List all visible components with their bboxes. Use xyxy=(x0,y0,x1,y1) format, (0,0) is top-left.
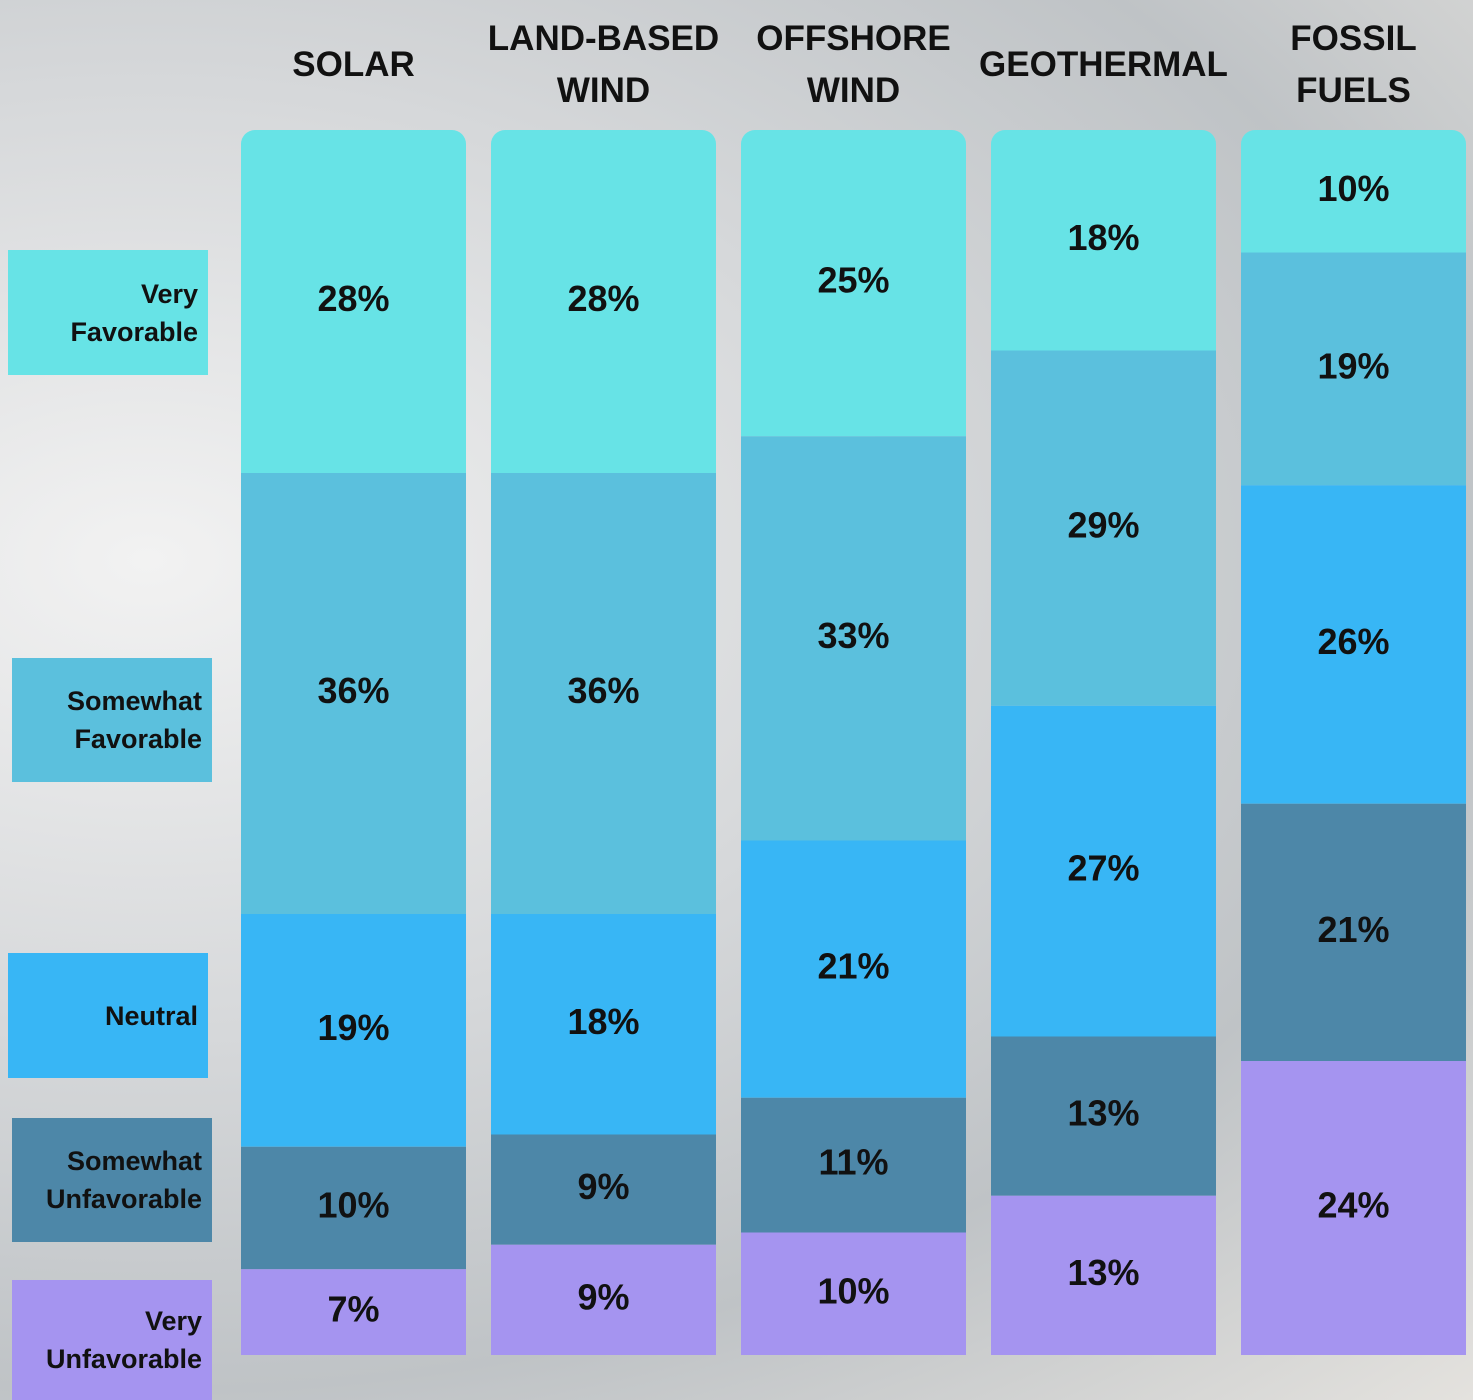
bar-segment xyxy=(991,130,1216,351)
bar-segment xyxy=(741,1232,966,1355)
bar-segment xyxy=(241,1269,466,1355)
bar-segment xyxy=(491,473,716,914)
value-label: 36% xyxy=(567,670,639,711)
value-label: 10% xyxy=(1317,168,1389,209)
value-label: 18% xyxy=(1067,217,1139,258)
bar-segment xyxy=(1241,485,1466,804)
bar-segment xyxy=(241,914,466,1147)
category-label: GEOTHERMAL xyxy=(979,45,1228,84)
bar-segment xyxy=(991,1036,1216,1196)
bar-segment xyxy=(741,130,966,437)
value-label: 21% xyxy=(817,946,889,987)
bar-segment xyxy=(1241,1061,1466,1355)
bar-segment xyxy=(991,1195,1216,1355)
value-label: 7% xyxy=(327,1289,379,1330)
bar-segment xyxy=(741,436,966,841)
bar-group xyxy=(1241,130,1466,1355)
bar-group xyxy=(991,130,1216,1355)
value-label: 10% xyxy=(317,1185,389,1226)
value-label: 18% xyxy=(567,1001,639,1042)
value-label: 28% xyxy=(567,278,639,319)
value-label: 19% xyxy=(1317,345,1389,386)
value-label: 21% xyxy=(1317,909,1389,950)
bar-segment xyxy=(1241,130,1466,253)
value-label: 11% xyxy=(818,1142,888,1183)
legend-entry: Very Favorable xyxy=(8,250,208,375)
bar-segment xyxy=(491,914,716,1135)
bar-segment xyxy=(491,130,716,473)
value-label: 19% xyxy=(317,1007,389,1048)
bar-segment xyxy=(991,705,1216,1037)
value-label: 9% xyxy=(577,1276,629,1317)
bar-segment xyxy=(741,840,966,1098)
value-label: 13% xyxy=(1067,1252,1139,1293)
bar-segment xyxy=(491,1134,716,1245)
bar-segment xyxy=(991,350,1216,706)
value-label: 29% xyxy=(1067,505,1139,546)
bar-group xyxy=(491,130,716,1355)
category-label: SOLAR xyxy=(292,45,415,84)
bar-group xyxy=(741,130,966,1355)
category-label: LAND-BASED WIND xyxy=(487,19,720,110)
value-label: 28% xyxy=(317,278,389,319)
bar-segment xyxy=(1241,803,1466,1061)
category-label: FOSSIL FUELS xyxy=(1290,19,1417,110)
value-label: 36% xyxy=(317,670,389,711)
bar-segment xyxy=(491,1244,716,1355)
category-label: OFFSHORE WIND xyxy=(756,19,951,110)
value-label: 24% xyxy=(1317,1185,1389,1226)
value-label: 26% xyxy=(1317,621,1389,662)
legend-entry: Somewhat Unfavorable xyxy=(12,1118,212,1242)
value-label: 25% xyxy=(817,260,889,301)
bar-group xyxy=(241,130,466,1355)
bar-segment xyxy=(241,1146,466,1270)
legend-entry: Somewhat Favorable xyxy=(12,658,212,782)
value-label: 10% xyxy=(817,1270,889,1311)
bar-segment xyxy=(741,1097,966,1233)
value-label: 9% xyxy=(577,1166,629,1207)
value-label: 13% xyxy=(1067,1093,1139,1134)
value-label: 33% xyxy=(817,615,889,656)
bar-segment xyxy=(241,130,466,473)
value-label: 27% xyxy=(1067,848,1139,889)
bar-segment xyxy=(241,473,466,914)
legend-entry: Neutral xyxy=(8,953,208,1078)
legend-entry: Very Unfavorable xyxy=(12,1280,212,1400)
bar-segment xyxy=(1241,252,1466,486)
